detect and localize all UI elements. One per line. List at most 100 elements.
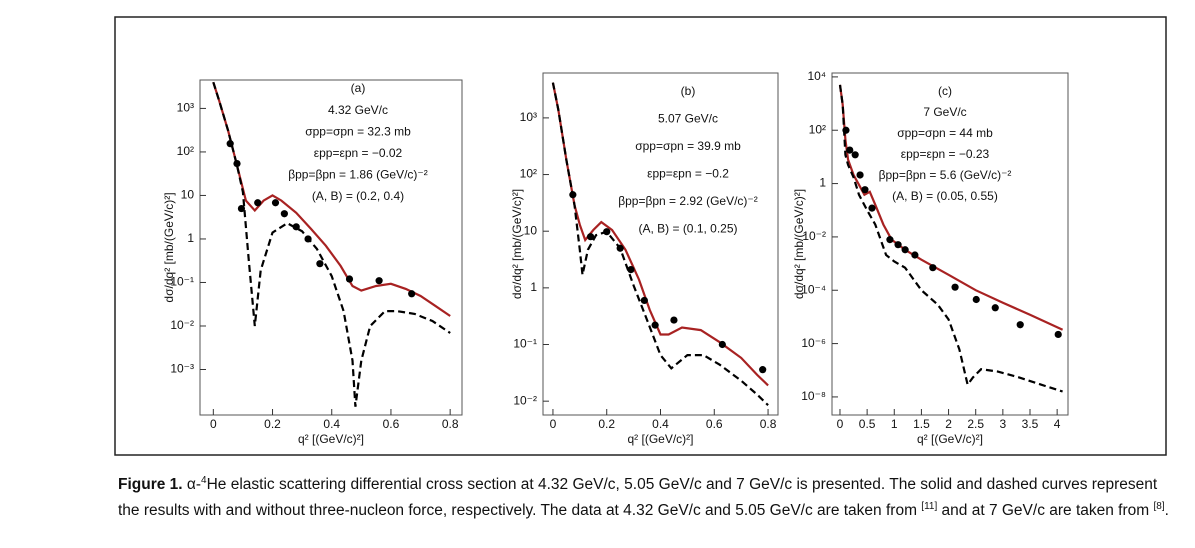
data-point [254, 199, 262, 207]
dashed-curve [212, 81, 451, 407]
data-point [868, 204, 876, 212]
annotation: 5.07 GeV/c [658, 112, 718, 126]
data-point [569, 191, 577, 199]
annotation: εpp=εpn = −0.23 [901, 147, 990, 161]
y-tick-label: 10⁻⁶ [801, 336, 826, 350]
data-point [861, 186, 869, 194]
annotation: (c) [938, 84, 952, 98]
caption-label: Figure 1. [118, 476, 183, 494]
caption-ref: [11] [921, 501, 938, 513]
x-tick-label: 2.5 [967, 417, 984, 431]
data-point [842, 126, 850, 134]
x-tick-label: 0.8 [442, 417, 459, 431]
annotation: βpp=βpn = 5.6 (GeV/c)⁻² [879, 168, 1012, 182]
caption-ref: [8] [1153, 501, 1165, 513]
y-tick-label: 10⁻⁴ [801, 282, 826, 296]
x-tick-label: 0.4 [652, 417, 669, 431]
y-tick-label: 10 [524, 223, 538, 237]
caption-text: α- [182, 476, 202, 494]
annotation: βpp=βpn = 2.92 (GeV/c)⁻² [618, 194, 758, 208]
data-point [1054, 330, 1062, 339]
y-tick-label: 1 [530, 280, 537, 294]
data-point [375, 277, 383, 285]
x-tick-label: 0.4 [323, 417, 340, 431]
data-point [718, 340, 726, 349]
annotation: εpp=εpn = −0.2 [647, 167, 729, 181]
data-point [233, 159, 241, 168]
annotation: εpp=εpn = −0.02 [314, 146, 403, 160]
caption-text: and at 7 GeV/c are taken from [937, 502, 1154, 520]
data-point [851, 151, 859, 159]
y-tick-label: 10⁻³ [170, 362, 194, 376]
data-point [929, 264, 937, 272]
annotation: 7 GeV/c [923, 105, 966, 119]
data-point [603, 228, 611, 236]
x-tick-label: 0.2 [598, 417, 615, 431]
data-point [316, 260, 324, 268]
y-tick-label: 1 [819, 176, 826, 190]
x-axis-label: q² [(GeV/c)²] [627, 432, 693, 446]
data-point [237, 204, 246, 213]
annotation: (A, B) = (0.1, 0.25) [638, 222, 737, 236]
data-point [408, 290, 416, 298]
data-point [856, 171, 864, 179]
x-tick-label: 3.5 [1022, 417, 1039, 431]
y-tick-label: 10³ [520, 110, 537, 124]
data-point [886, 236, 894, 244]
annotation: (A, B) = (0.2, 0.4) [312, 189, 404, 203]
x-tick-label: 0 [210, 417, 217, 431]
y-tick-label: 10² [520, 167, 537, 181]
x-tick-label: 2 [945, 417, 952, 431]
data-point [911, 251, 919, 259]
y-tick-label: 10² [809, 122, 826, 136]
annotation: (A, B) = (0.05, 0.55) [892, 189, 998, 203]
x-tick-label: 0 [837, 417, 844, 431]
y-tick-label: 10⁴ [807, 69, 826, 83]
annotation: 4.32 GeV/c [328, 103, 388, 117]
data-point [651, 321, 659, 329]
caption-sup: 4 [201, 475, 207, 486]
y-tick-label: 10⁻² [802, 229, 826, 243]
y-tick-label: 10⁻¹ [170, 275, 194, 289]
caption-text: . [1164, 502, 1169, 520]
y-axis-label: dσ/dq² [mb/(GeV/c)²] [162, 192, 176, 302]
y-tick-label: 10³ [177, 101, 194, 115]
data-point [292, 223, 300, 231]
y-tick-label: 10⁻⁸ [801, 389, 826, 403]
data-point [304, 235, 312, 243]
caption-text: He elastic scattering differential cross… [118, 476, 1158, 520]
figure-border [114, 16, 1167, 456]
x-tick-label: 0.6 [706, 417, 723, 431]
x-tick-label: 4 [1054, 417, 1061, 431]
data-point [894, 241, 902, 249]
data-point [901, 246, 909, 254]
data-point [586, 233, 595, 241]
data-point [759, 366, 767, 374]
x-tick-label: 0.8 [760, 417, 777, 431]
x-axis-label: q² [(GeV/c)²] [298, 432, 364, 446]
x-tick-label: 0.5 [859, 417, 876, 431]
data-point [280, 210, 288, 218]
x-tick-label: 1 [891, 417, 898, 431]
plot-frame [831, 72, 1069, 416]
annotation: σpp=σpn = 32.3 mb [305, 124, 411, 138]
annotation: σpp=σpn = 44 mb [897, 126, 993, 140]
data-point [640, 296, 648, 305]
y-tick-label: 10⁻² [513, 393, 537, 407]
y-tick-label: 1 [187, 231, 194, 245]
y-tick-label: 10² [177, 144, 194, 158]
y-axis-label: dσ/dq² [mb/(GeV/c)²] [792, 189, 806, 299]
data-point [345, 275, 354, 283]
data-point [271, 199, 280, 207]
data-point [670, 316, 678, 324]
x-tick-label: 0 [550, 417, 557, 431]
data-point [991, 304, 999, 312]
x-axis-label: q² [(GeV/c)²] [917, 432, 983, 446]
y-tick-label: 10 [181, 188, 195, 202]
y-axis-label: dσ/dq² [mb/(GeV/c)²] [510, 189, 524, 299]
data-point [226, 140, 234, 148]
annotation: (a) [351, 81, 366, 95]
data-point [1016, 321, 1024, 329]
